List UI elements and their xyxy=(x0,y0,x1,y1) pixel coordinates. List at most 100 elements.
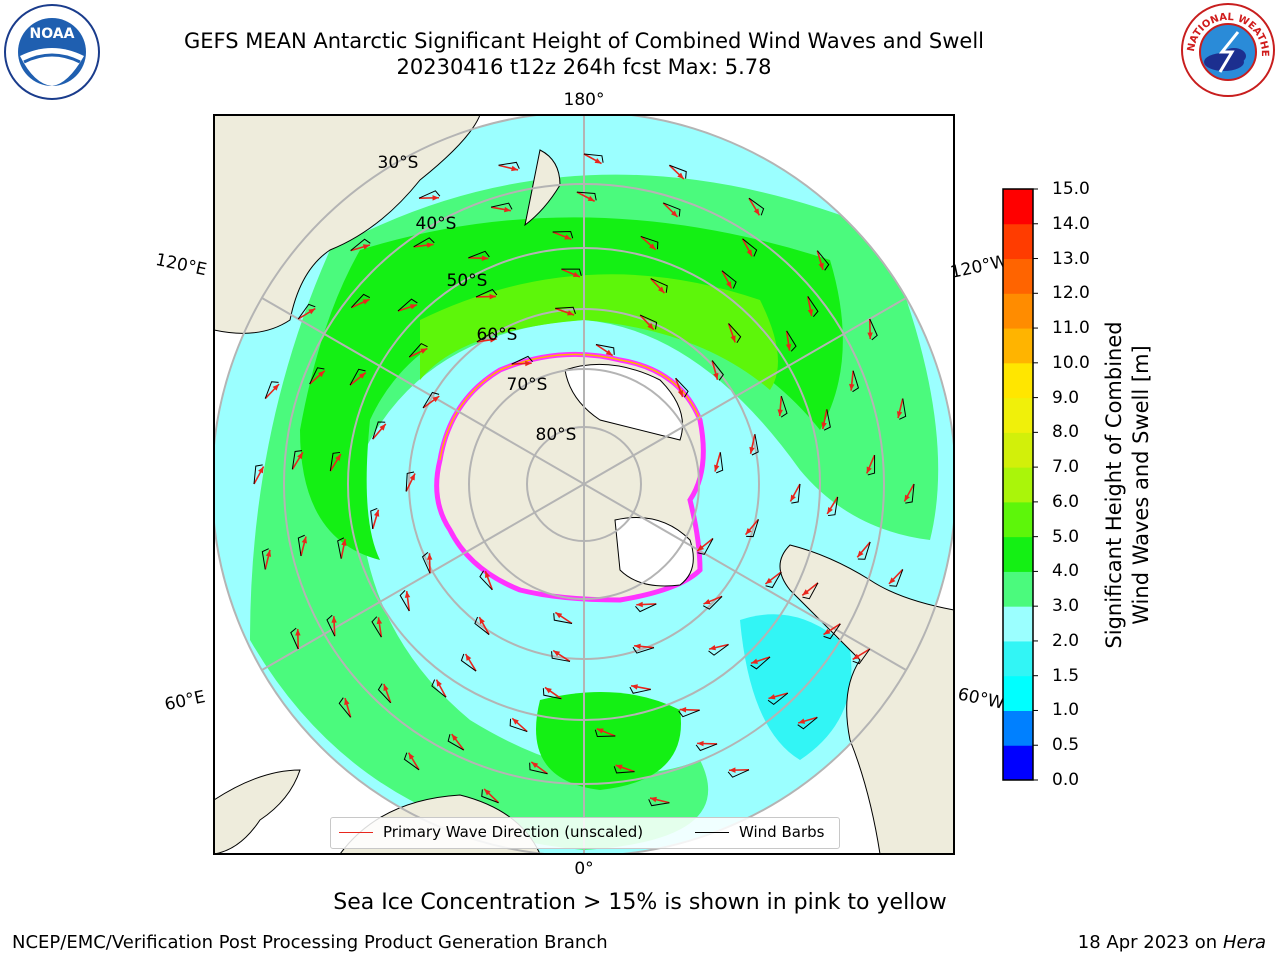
wave-arrow-head xyxy=(373,509,380,517)
colorbar-tick-label: 8.0 xyxy=(1052,422,1080,443)
lon-label-0: 0° xyxy=(574,859,593,879)
wind-barb xyxy=(329,451,341,472)
wave-arrow-head xyxy=(379,423,386,431)
wave-arrow-head xyxy=(308,308,316,315)
wave-arrow-head xyxy=(867,332,873,339)
colorbar-segment xyxy=(1003,432,1033,468)
colorbar-segment xyxy=(1003,293,1033,329)
wind-barb-legend-label: Wind Barbs xyxy=(739,823,825,841)
colorbar-tick-label: 14.0 xyxy=(1052,213,1090,234)
wave-arrow-head xyxy=(751,658,759,664)
colorbar-tick-label: 10.0 xyxy=(1052,352,1090,373)
wave-arrow-head xyxy=(615,764,623,770)
wind-barb xyxy=(702,596,723,610)
sea-ice-note: Sea Ice Concentration > 15% is shown in … xyxy=(333,890,947,915)
colorbar-tick-label: 15.0 xyxy=(1052,179,1090,199)
wave-arrow-head xyxy=(555,612,563,619)
wave-arrow-head xyxy=(649,243,656,250)
wave-arrow-head xyxy=(295,629,301,636)
wind-barb xyxy=(823,409,831,431)
wind-barb xyxy=(291,450,303,470)
wind-barb xyxy=(431,679,447,698)
wind-barb xyxy=(297,534,305,556)
wind-barb xyxy=(377,683,392,704)
wave-direction-legend-line xyxy=(339,832,373,833)
wave-arrow-head xyxy=(436,679,442,687)
wind-barb xyxy=(678,709,700,718)
wind-barb xyxy=(786,330,797,352)
wave-arrow-head xyxy=(587,195,595,202)
wind-barb xyxy=(697,538,714,555)
wind-barb xyxy=(509,718,528,733)
wind-barb xyxy=(721,270,737,289)
wave-arrow-head xyxy=(362,244,370,250)
wind-barb xyxy=(669,164,687,179)
wave-direction-arrows xyxy=(253,153,915,804)
wave-arrow-head xyxy=(823,628,831,635)
wind-barb xyxy=(708,644,729,656)
wave-height-band-4-5b xyxy=(536,692,681,790)
wind-barb xyxy=(371,616,382,638)
wave-arrow-head xyxy=(531,762,539,768)
chart-subtitle: 20230416 t12z 264h fcst Max: 5.78 xyxy=(396,55,772,79)
wind-barb xyxy=(552,231,574,239)
colorbar-segment xyxy=(1003,258,1033,294)
wave-arrow-head xyxy=(485,571,491,579)
wave-arrow-head xyxy=(479,617,485,625)
wind-barb xyxy=(551,651,571,662)
wind-barb xyxy=(905,483,915,504)
footer-host: Hera xyxy=(1222,932,1266,953)
wave-arrow-head xyxy=(807,309,814,317)
chart-title: GEFS MEAN Antarctic Significant Height o… xyxy=(183,29,985,53)
wind-barb xyxy=(889,569,904,587)
footer-date: 18 Apr 2023 on Hera xyxy=(1078,932,1266,953)
lat-label-80s: 80°S xyxy=(536,425,577,445)
wind-barb xyxy=(264,381,279,399)
wind-barb xyxy=(648,799,670,807)
wave-arrow-head xyxy=(341,539,347,546)
wave-arrow-head xyxy=(857,550,864,558)
colorbar-tick-label: 9.0 xyxy=(1052,387,1080,408)
wind-barb xyxy=(253,464,263,485)
colorbar-tick-label: 6.0 xyxy=(1052,491,1080,512)
wave-arrow-head xyxy=(634,643,641,650)
colorbar-frame xyxy=(1002,188,1034,781)
lat-label-30s: 30°S xyxy=(378,153,419,173)
wave-arrow-head xyxy=(790,494,796,502)
wave-arrow-head xyxy=(572,271,580,277)
wave-arrow-head xyxy=(849,383,855,391)
colorbar-segment xyxy=(1003,397,1033,433)
wind-barb xyxy=(899,398,907,420)
graticule xyxy=(214,115,954,854)
colorbar-segment xyxy=(1003,675,1033,711)
wind-barb xyxy=(399,590,410,612)
footer-date-text: 18 Apr 2023 on xyxy=(1077,932,1223,953)
wave-arrow-head xyxy=(409,304,417,310)
wave-arrow-head xyxy=(489,337,497,343)
wave-arrow-head xyxy=(432,396,440,403)
wave-arrow-head xyxy=(765,577,773,584)
wind-barb xyxy=(823,623,841,640)
wind-barb xyxy=(349,368,366,386)
wind-barb xyxy=(447,734,465,751)
wind-barb xyxy=(748,197,765,216)
lon-label-60e: 60°E xyxy=(163,687,207,715)
wind-barb xyxy=(261,548,269,570)
wave-arrow-head xyxy=(709,644,716,651)
wave-arrow-head xyxy=(802,589,810,596)
wind-barb xyxy=(695,743,718,752)
wave-arrow-head xyxy=(827,507,833,514)
wave-arrow-head xyxy=(432,195,439,201)
colorbar-tick-label: 0.5 xyxy=(1052,735,1080,756)
wind-barb xyxy=(852,370,860,393)
wave-arrow-head xyxy=(265,549,272,557)
wind-barb xyxy=(481,789,499,804)
wind-barb xyxy=(675,377,689,398)
wave-direction-legend-label: Primary Wave Direction (unscaled) xyxy=(383,823,644,841)
wave-arrow-head xyxy=(697,740,704,747)
lat-label-50s: 50°S xyxy=(447,271,488,291)
wind-barb xyxy=(491,202,513,210)
wind-barb xyxy=(869,318,878,341)
colorbar-segment xyxy=(1003,189,1033,225)
